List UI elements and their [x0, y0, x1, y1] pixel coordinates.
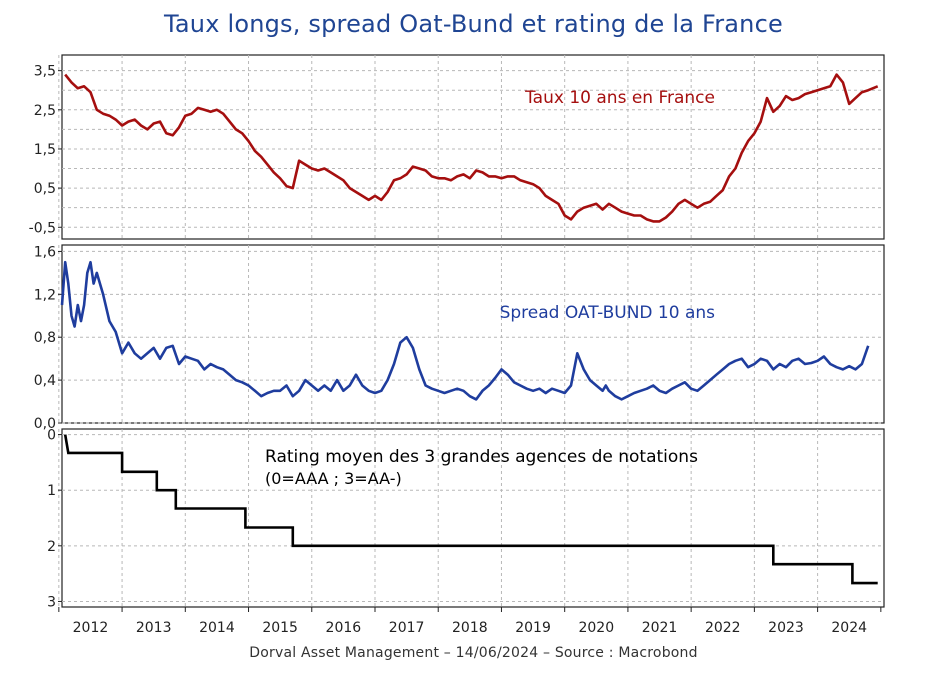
xtick-label-2017: 2017 — [389, 620, 425, 636]
rate-series-line — [64, 73, 879, 223]
rating-series-label-line2: (0=AAA ; 3=AA-) — [265, 469, 402, 488]
xtick-label-2014: 2014 — [199, 620, 235, 636]
ytick-label-rating-1: 1 — [47, 483, 56, 499]
rating-series-line — [63, 434, 878, 585]
ytick-label-rate-3: 0,5 — [34, 181, 56, 197]
ytick-label-spread-4: 0,0 — [34, 416, 56, 432]
ytick-label-rate-0: 3,5 — [34, 64, 56, 80]
y-axis-spread: 1,6 1,2 0,8 0,4 0,0 — [34, 244, 62, 432]
panel-spread-frame — [61, 244, 885, 424]
xtick-label-2019: 2019 — [515, 620, 551, 636]
xtick-label-2012: 2012 — [73, 620, 109, 636]
grid-rate — [58, 55, 884, 239]
xtick-label-2024: 2024 — [831, 620, 867, 636]
ytick-label-spread-3: 0,4 — [34, 373, 56, 389]
ytick-label-rate-2: 1,5 — [34, 142, 56, 158]
xtick-label-2016: 2016 — [326, 620, 362, 636]
grid-spread — [58, 245, 884, 424]
xtick-label-2021: 2021 — [642, 620, 678, 636]
ytick-label-rating-3: 3 — [47, 594, 56, 610]
ytick-label-rate-1: 2,5 — [34, 103, 56, 119]
x-axis: 2012 2013 2014 2015 2016 2017 2018 2019 2020 2021… — [58, 607, 882, 636]
xtick-label-2018: 2018 — [452, 620, 488, 636]
spread-series-label: Spread OAT-BUND 10 ans — [500, 303, 716, 323]
ytick-label-spread-2: 0,8 — [34, 330, 56, 346]
xtick-label-2013: 2013 — [136, 620, 172, 636]
panel-rate-frame — [61, 54, 885, 240]
y-axis-rating: 0 1 2 3 — [47, 428, 62, 610]
xtick-label-2015: 2015 — [262, 620, 298, 636]
ytick-label-spread-0: 1,6 — [34, 244, 56, 260]
xtick-label-2020: 2020 — [578, 620, 614, 636]
rate-series-label: Taux 10 ans en France — [524, 88, 715, 108]
rating-series-label-line1: Rating moyen des 3 grandes agences de no… — [265, 447, 698, 467]
xtick-label-2023: 2023 — [768, 620, 804, 636]
ytick-label-spread-1: 1,2 — [34, 287, 56, 303]
ytick-label-rate-4: -0,5 — [29, 220, 56, 236]
panel-rating-frame — [61, 428, 885, 608]
spread-series-line — [60, 260, 870, 401]
ytick-label-rating-0: 0 — [47, 428, 56, 444]
y-axis-rate: 3,5 2,5 1,5 0,5 -0,5 — [29, 64, 62, 236]
xtick-label-2022: 2022 — [705, 620, 741, 636]
ytick-label-rating-2: 2 — [47, 539, 56, 555]
footer-source: Dorval Asset Management – 14/06/2024 – S… — [249, 645, 698, 661]
chart-title: Taux longs, spread Oat-Bund et rating de… — [164, 10, 783, 38]
